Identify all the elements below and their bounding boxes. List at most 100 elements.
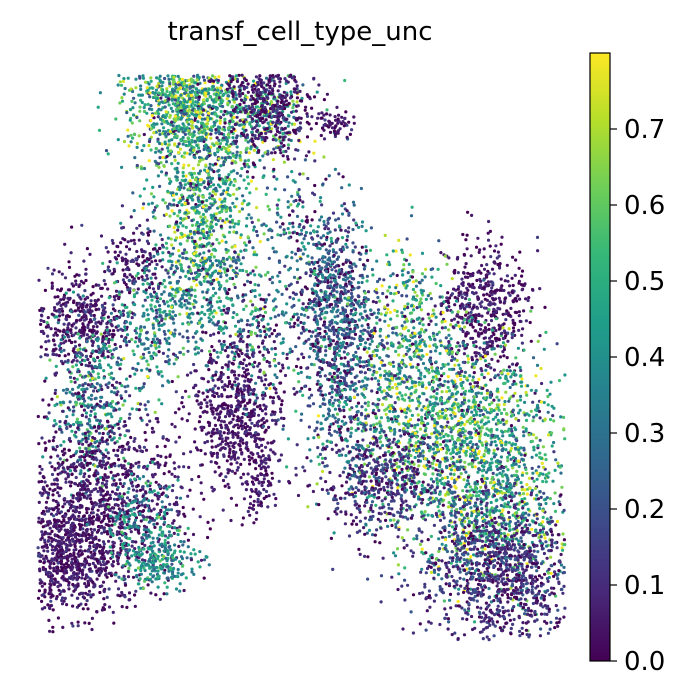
scatter-point [74,345,77,348]
scatter-point [178,254,181,257]
scatter-point [134,387,137,390]
scatter-point [91,445,94,448]
scatter-point [56,445,59,448]
scatter-point [173,212,176,215]
scatter-point [183,156,186,159]
scatter-point [53,483,56,486]
scatter-point [56,454,59,457]
scatter-point [182,174,185,177]
scatter-point [147,313,150,316]
scatter-point [264,101,267,104]
scatter-point [82,334,85,337]
scatter-point [54,389,57,392]
scatter-point [143,106,146,109]
scatter-point [105,476,108,479]
scatter-point [145,112,148,115]
scatter-point [155,263,158,266]
scatter-point [182,105,185,108]
scatter-point [40,436,43,439]
scatter-point [79,374,82,377]
scatter-point [131,137,134,140]
scatter-point [57,467,60,470]
scatter-point [77,332,80,335]
scatter-point [143,271,146,274]
scatter-point [120,464,123,467]
scatter-point [117,254,120,257]
scatter-point [78,336,81,339]
scatter-point [94,299,97,302]
scatter-point [63,452,66,455]
scatter-point [155,417,158,420]
scatter-point [182,465,185,468]
scatter-point [167,304,170,307]
scatter-point [215,223,218,226]
scatter-point [225,251,228,254]
scatter-point [155,481,158,484]
scatter-point [212,85,215,88]
scatter-point [216,264,219,267]
scatter-point [163,322,166,325]
scatter-point [168,310,171,313]
scatter-point [158,308,161,311]
scatter-point [282,103,285,106]
scatter-point [83,326,86,329]
scatter-point [221,179,224,182]
scatter-point [195,330,198,333]
scatter-point [224,206,227,209]
scatter-point [50,327,53,330]
scatter-point [92,458,95,461]
scatter-point [183,82,186,85]
scatter-point [201,305,204,308]
scatter-point [82,484,85,487]
scatter-point [193,81,196,84]
scatter-point [259,240,262,243]
scatter-point [118,290,121,293]
scatter-point [150,344,153,347]
scatter-point [84,311,87,314]
scatter-point [69,440,72,443]
scatter-point [212,80,215,83]
scatter-point [51,473,54,476]
scatter-point [229,114,232,117]
scatter-point [209,95,212,98]
scatter-point [161,244,164,247]
scatter-point [175,178,178,181]
scatter-point [68,298,71,301]
scatter-point [235,261,238,264]
scatter-point [235,231,238,234]
scatter-point [192,188,195,191]
scatter-point [55,500,58,503]
scatter-point [85,447,88,450]
scatter-point [64,481,67,484]
scatter-point [167,348,170,351]
scatter-point [251,127,254,130]
scatter-point [142,77,145,80]
scatter-point [110,376,113,379]
scatter-point [67,406,70,409]
scatter-point [163,133,166,136]
scatter-point [287,125,290,128]
scatter-point [141,343,144,346]
scatter-point [202,263,205,266]
scatter-point [37,442,40,445]
scatter-point [186,350,189,353]
scatter-point [329,113,332,116]
scatter-point [137,484,140,487]
scatter-point [259,334,262,337]
scatter-point [92,325,95,328]
scatter-point [146,227,149,230]
scatter-point [150,304,153,307]
scatter-point [238,154,241,157]
scatter-point [205,219,208,222]
scatter-point [51,552,54,555]
scatter-point [166,342,169,345]
scatter-point [48,411,51,414]
scatter-point [204,164,207,167]
scatter-point [217,149,220,152]
scatter-point [184,133,187,136]
scatter-point [166,355,169,358]
scatter-point [177,375,180,378]
scatter-point [214,153,217,156]
scatter-point [103,302,106,305]
scatter-point [95,430,98,433]
